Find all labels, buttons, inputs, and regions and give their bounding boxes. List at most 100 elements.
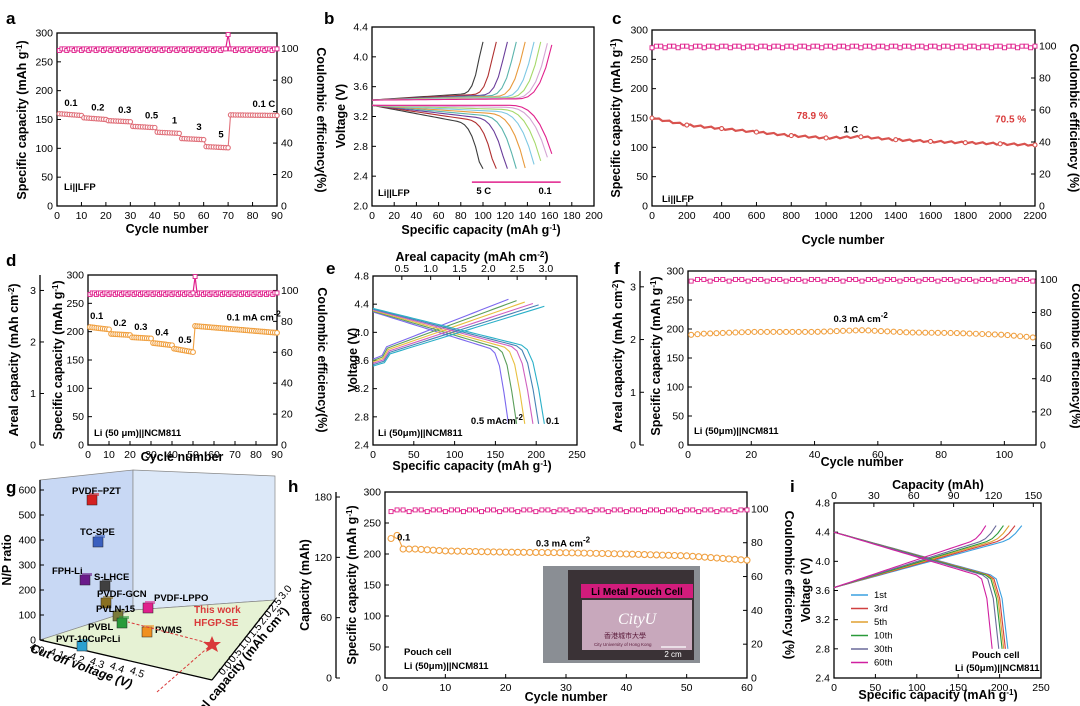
y0-tick-label: 1 bbox=[630, 387, 636, 399]
discharge-curve bbox=[371, 104, 497, 169]
data-point bbox=[533, 509, 539, 515]
data-point bbox=[910, 277, 916, 282]
discharge-curve bbox=[371, 104, 542, 162]
data-point bbox=[796, 277, 802, 282]
x-tick-label: 800 bbox=[783, 210, 801, 222]
x2-tick-label: 60 bbox=[908, 490, 920, 502]
point-label: PVT-10CuPcLi bbox=[56, 634, 120, 645]
data-point-top bbox=[95, 535, 105, 538]
x-axis-title: Cycle number bbox=[802, 233, 885, 247]
x-tick-label: 40 bbox=[809, 449, 821, 461]
data-point bbox=[127, 119, 134, 125]
data-point bbox=[658, 43, 664, 49]
data-point bbox=[707, 330, 714, 337]
x-tick-label: 40 bbox=[620, 682, 632, 694]
y-tick-label: 0 bbox=[47, 201, 53, 213]
voltage-tick-label: 4.4 bbox=[108, 660, 126, 676]
discharge-curve bbox=[833, 531, 993, 649]
data-point bbox=[562, 549, 570, 557]
data-point bbox=[854, 43, 860, 49]
data-point bbox=[274, 46, 280, 52]
data-point bbox=[891, 277, 897, 282]
x2-tick-label: 0 bbox=[831, 490, 837, 502]
x-tick-label: 0 bbox=[649, 210, 655, 222]
y2-axis-title: Coulombic efficiency (%) bbox=[782, 511, 796, 660]
cell-label: Li||LFP bbox=[378, 188, 410, 199]
data-point bbox=[915, 329, 922, 336]
data-point bbox=[732, 509, 738, 515]
data-point bbox=[834, 277, 840, 282]
y-tick-label: 50 bbox=[369, 642, 381, 654]
data-point bbox=[723, 43, 729, 49]
data-point bbox=[949, 45, 955, 51]
x2-tick-label: 90 bbox=[948, 490, 960, 502]
z-tick-label: 600 bbox=[18, 485, 36, 497]
data-point bbox=[737, 556, 745, 564]
data-point bbox=[727, 45, 733, 51]
y-tick-label: 2.8 bbox=[353, 141, 368, 153]
panel-g: 0 100 200 300 400 500 600 N/P ratio 4.0 4.1 4.2 4.3… bbox=[0, 469, 295, 706]
data-point bbox=[732, 43, 738, 49]
rate-label: 5 bbox=[218, 130, 224, 141]
rate-label: 0.1 C bbox=[253, 99, 276, 110]
data-point bbox=[532, 548, 540, 557]
y2-axis-title: Coulombic efficiency(%) bbox=[314, 47, 328, 192]
data-point bbox=[726, 329, 733, 336]
data-point bbox=[858, 134, 864, 140]
data-point bbox=[616, 550, 624, 558]
x-axis-title: Cycle number bbox=[525, 690, 608, 704]
data-point bbox=[797, 43, 803, 49]
y-tick-label: 4.8 bbox=[815, 498, 830, 510]
data-point bbox=[941, 277, 947, 282]
data-point bbox=[884, 45, 890, 51]
x-tick-label: 140 bbox=[519, 210, 537, 222]
x-tick-label: 80 bbox=[935, 449, 947, 461]
data-point bbox=[984, 43, 990, 49]
data-point bbox=[823, 135, 829, 141]
y-tick-label: 200 bbox=[666, 324, 684, 336]
y0-axis-title: Areal capacity (mAh cm-2) bbox=[7, 283, 21, 436]
x-tick-label: 1000 bbox=[814, 210, 838, 222]
legend-label: 10th bbox=[874, 631, 893, 642]
x-tick-label: 2000 bbox=[989, 210, 1013, 222]
data-point bbox=[991, 331, 998, 338]
y-tick-label: 150 bbox=[666, 353, 684, 365]
rate-label: 0.1 bbox=[90, 311, 104, 322]
data-point bbox=[520, 548, 528, 556]
data-point bbox=[1019, 43, 1025, 49]
y-tick-label: 4.0 bbox=[815, 556, 830, 568]
x-tick-label: 400 bbox=[713, 210, 731, 222]
y2-tick-label: 60 bbox=[281, 106, 293, 118]
y-tick-label: 2.8 bbox=[354, 411, 369, 423]
data-point bbox=[1010, 43, 1016, 49]
this-work-label: This work bbox=[194, 605, 241, 616]
x-tick-label: 200 bbox=[991, 682, 1009, 694]
data-point bbox=[948, 277, 954, 282]
data-point bbox=[806, 45, 812, 51]
x2-tick-label: 2.0 bbox=[481, 263, 496, 275]
data-point bbox=[719, 554, 727, 563]
data-point-top bbox=[82, 573, 92, 576]
data-point bbox=[749, 43, 755, 49]
y2-tick-label: 0 bbox=[281, 440, 287, 452]
panel-b: 0 20 40 60 80 100 120 140 160 180 200 2.0 2.4 2.8 3.2 3… bbox=[334, 22, 603, 238]
voltage-tick-label: 4.5 bbox=[128, 665, 146, 681]
x-tick-label: 40 bbox=[166, 449, 178, 461]
data-point bbox=[788, 43, 794, 49]
data-point bbox=[701, 277, 707, 282]
data-point bbox=[491, 507, 497, 513]
charge-curve bbox=[371, 41, 497, 101]
data-point bbox=[878, 278, 884, 284]
x-tick-label: 120 bbox=[496, 210, 514, 222]
data-point bbox=[684, 507, 690, 513]
y2-tick-label: 60 bbox=[751, 571, 763, 583]
y-axis-title: Specific capacity (mAh g-1) bbox=[51, 280, 65, 439]
x-tick-label: 90 bbox=[271, 449, 283, 461]
x-tick-label: 60 bbox=[741, 682, 753, 694]
data-point bbox=[795, 328, 802, 335]
data-point bbox=[935, 278, 941, 284]
rate-label: 0.1 mA cm-2 bbox=[227, 309, 282, 323]
panel-d: 0 10 20 30 40 50 60 70 80 90050100150200250300020… bbox=[7, 270, 329, 465]
y-tick-label: 3.2 bbox=[353, 111, 368, 123]
data-point bbox=[551, 509, 557, 515]
